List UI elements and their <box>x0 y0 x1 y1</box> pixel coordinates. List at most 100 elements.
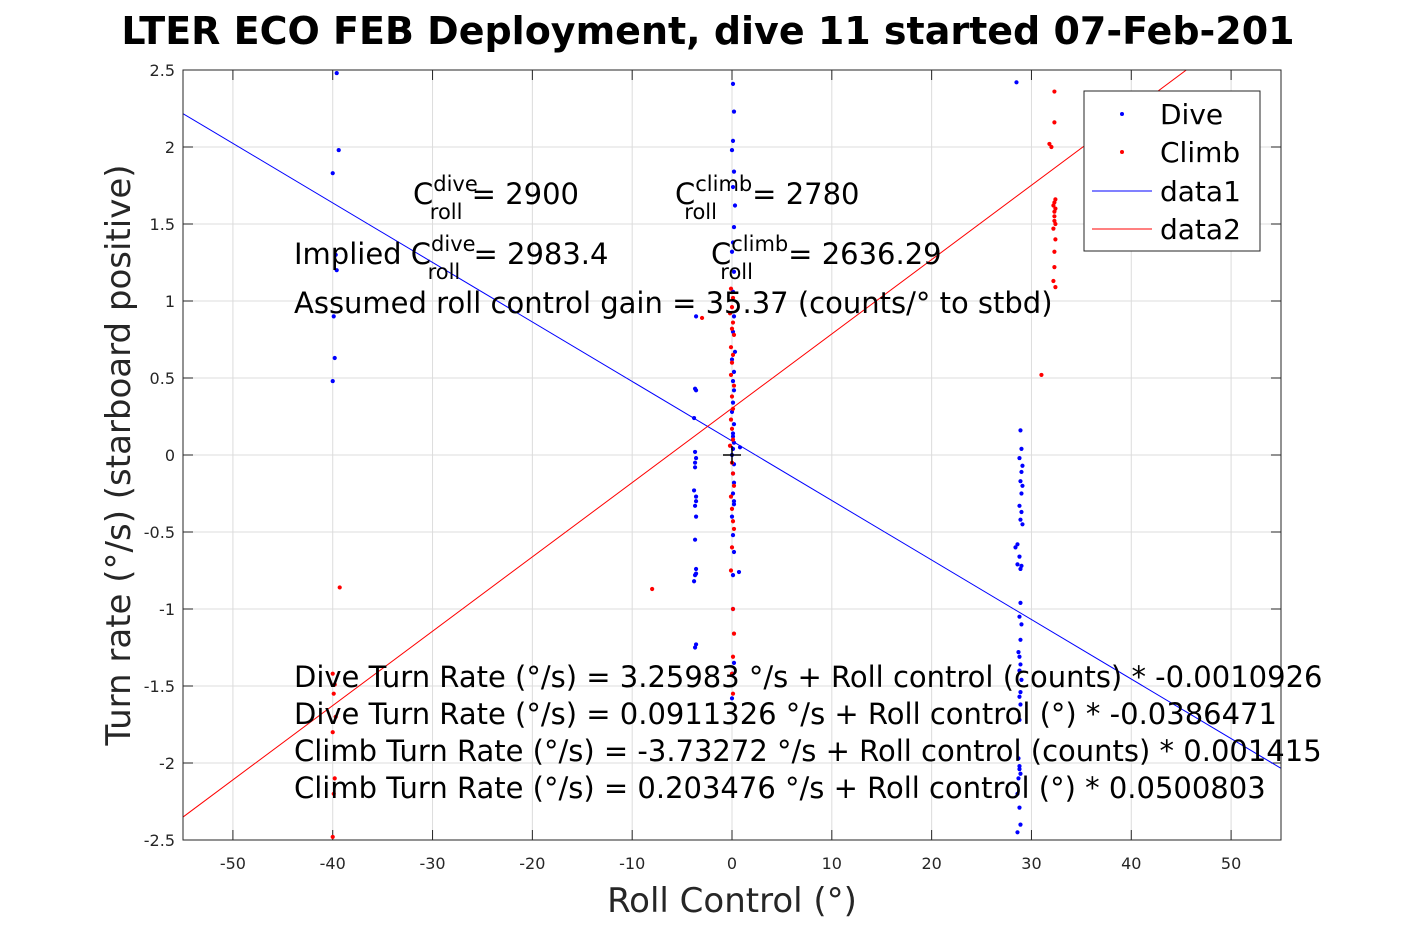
legend-dive-marker <box>1120 112 1124 116</box>
climb-point <box>728 494 734 499</box>
x-tick-label: 40 <box>1121 854 1141 873</box>
y-tick-label: 1 <box>165 292 175 311</box>
dive-point <box>731 388 737 393</box>
climb-point <box>730 320 736 325</box>
climb-point <box>1051 203 1056 208</box>
dive-point <box>1019 446 1024 451</box>
legend: Dive Climb data1 data2 <box>1083 90 1261 252</box>
climb-point <box>337 585 342 590</box>
dive-point <box>1017 455 1022 461</box>
climb-point <box>730 295 736 301</box>
dive-point <box>730 434 736 439</box>
climb-point <box>650 586 655 592</box>
dive-point <box>693 514 699 519</box>
legend-dive-label: Dive <box>1160 98 1223 131</box>
climb-point <box>730 519 736 524</box>
climb-point <box>1052 265 1057 270</box>
climb-point <box>731 631 737 636</box>
dive-point <box>330 378 335 384</box>
y-axis-ticks: -2.5 -2 -1.5 -1 -0.5 0 0.5 1 1.5 2 2.5 <box>144 61 1281 850</box>
climb-point <box>727 311 733 316</box>
climb-point <box>1039 372 1044 378</box>
dive-point <box>730 138 736 143</box>
dive-point <box>731 422 737 427</box>
dive-point <box>737 445 743 450</box>
dive-point <box>692 460 698 465</box>
dive-point <box>693 571 699 576</box>
climb-point <box>1052 214 1057 219</box>
climb-point <box>729 360 735 365</box>
dive-point <box>1018 690 1023 695</box>
dive-point <box>691 488 697 493</box>
y-tick-label: -1 <box>159 600 175 619</box>
dive-point <box>1020 483 1025 488</box>
dive-point <box>730 573 736 578</box>
climb-point <box>730 691 736 696</box>
dive-point <box>730 491 736 496</box>
dive-point <box>730 240 736 245</box>
dive-point <box>730 532 736 538</box>
climb-point <box>1051 226 1056 231</box>
climb-point <box>730 437 736 442</box>
climb-point <box>731 332 737 337</box>
dive-point <box>731 502 737 507</box>
x-tick-label: -20 <box>519 854 545 873</box>
climb-point <box>727 443 733 448</box>
data-points <box>330 70 1058 840</box>
dive-point <box>731 314 737 319</box>
dive-point <box>1017 614 1022 619</box>
legend-climb-marker <box>1120 150 1124 154</box>
y-tick-label: 0 <box>165 446 175 465</box>
climb-point <box>1053 221 1058 227</box>
climb-point <box>731 483 737 488</box>
dive-point <box>1016 756 1021 761</box>
dive-point <box>1015 562 1020 567</box>
climb-point <box>728 345 734 350</box>
implied-climb-annotation: Cclimb roll = 2636.29 <box>711 232 942 284</box>
dive-point <box>693 494 699 499</box>
y-tick-label: 1.5 <box>150 215 175 234</box>
x-axis-ticks: -50 -40 -30 -20 -10 0 10 20 30 40 50 <box>220 70 1241 873</box>
dive-point <box>1019 509 1024 515</box>
dive-point <box>1017 694 1022 699</box>
dive-point <box>692 503 698 508</box>
y-tick-label: -0.5 <box>144 523 175 542</box>
dive-point <box>1015 830 1020 835</box>
y-tick-label: -2.5 <box>144 831 175 850</box>
y-tick-label: 2.5 <box>150 61 175 80</box>
dive-point <box>1017 717 1022 722</box>
dive-point <box>331 314 336 319</box>
dive-point <box>334 268 339 273</box>
climb-point <box>330 834 335 840</box>
dive-point <box>732 349 738 354</box>
climb-point <box>728 286 734 291</box>
y-tick-label: 0.5 <box>150 369 175 388</box>
dive-point <box>1019 491 1024 496</box>
climb-point <box>1052 89 1057 94</box>
dive-counts-equation: Dive Turn Rate (°/s) = 3.25983 °/s + Rol… <box>294 660 1322 694</box>
dive-point <box>729 147 735 153</box>
implied-dive-annotation: Implied Cdive roll = 2983.4 <box>294 232 608 284</box>
climb-point <box>729 545 735 550</box>
dive-point <box>1015 542 1020 547</box>
axes-box <box>182 69 1282 841</box>
dive-point <box>731 549 737 555</box>
dive-point <box>693 455 699 461</box>
climb-point <box>731 383 737 388</box>
c-climb-annotation: Cclimb roll = 2780 <box>675 172 860 224</box>
dive-point <box>1017 767 1022 772</box>
climb-point <box>1053 285 1058 290</box>
y-tick-label: -1.5 <box>144 677 175 696</box>
climb-point <box>730 352 736 357</box>
dive-point <box>731 169 737 174</box>
dive-point <box>1018 702 1023 707</box>
dive-point <box>1018 771 1023 776</box>
dive-point <box>692 537 698 542</box>
c-dive-annotation: Cdive roll = 2900 <box>413 172 579 224</box>
dive-point <box>691 415 697 421</box>
climb-point <box>728 372 734 378</box>
climb-point <box>730 654 736 659</box>
dive-point <box>732 203 738 208</box>
dive-point <box>731 269 737 274</box>
climb-point <box>728 417 734 422</box>
